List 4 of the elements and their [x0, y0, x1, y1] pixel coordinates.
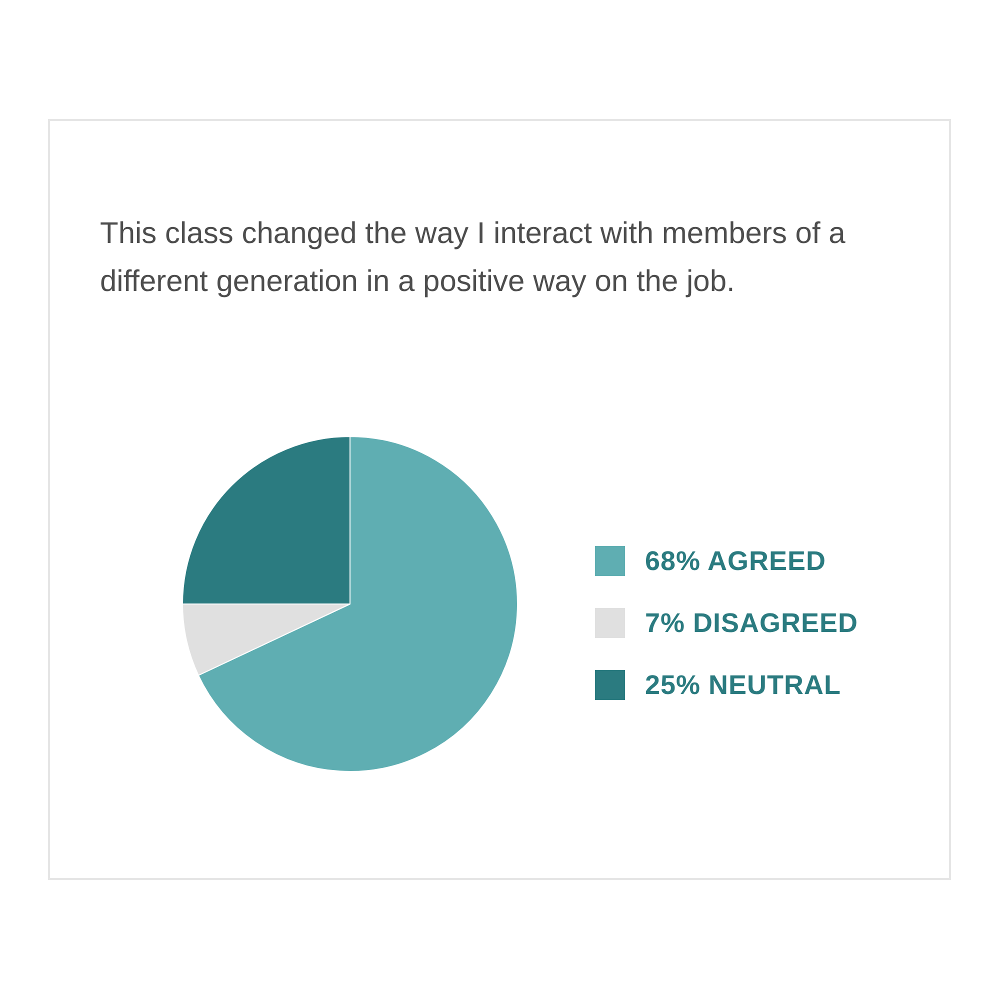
legend-label: 7% DISAGREED — [645, 608, 858, 638]
legend-label: 68% AGREED — [645, 546, 826, 576]
chart-title: This class changed the way I interact with members of a different generation in a positive way on the job. — [100, 216, 846, 300]
legend-label: 25% NEUTRAL — [645, 670, 842, 700]
